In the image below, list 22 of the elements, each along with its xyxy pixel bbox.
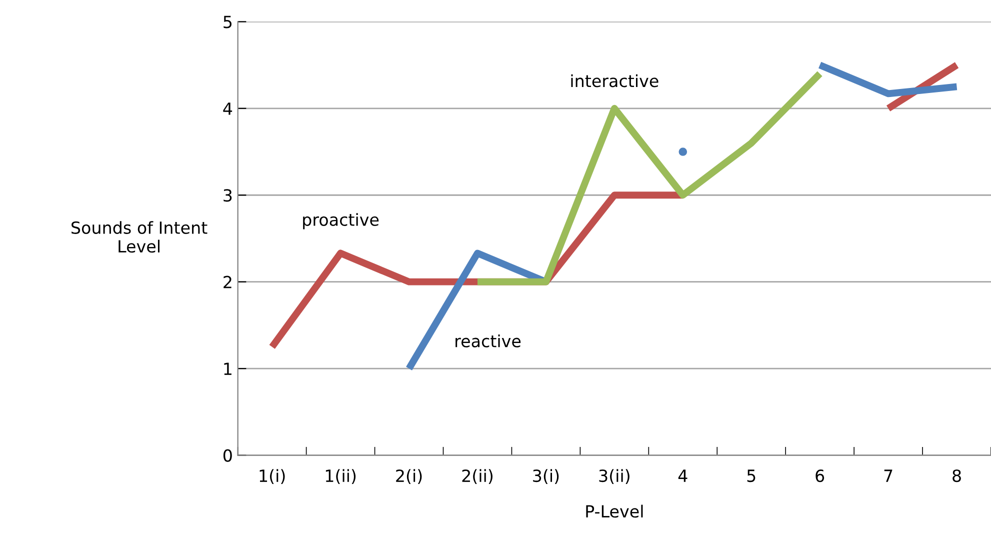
x-tick-label: 4: [678, 470, 688, 482]
y-tick-label: 3: [224, 189, 232, 202]
x-tick-label: 1(i): [260, 469, 285, 484]
x-tick-label: 6: [816, 469, 824, 482]
y-tick-label: 0: [223, 449, 232, 462]
x-tick-label: 7: [884, 470, 892, 482]
y-tick-label: 5: [224, 16, 232, 28]
x-tick-label: 1(ii): [326, 469, 356, 484]
x-axis-title: P-Level: [586, 504, 643, 518]
x-tick-label: 8: [952, 469, 961, 482]
x-tick-label: 2(ii): [462, 469, 492, 484]
x-tick-label: 5: [747, 470, 756, 482]
y-axis-title: Sounds of Intent Level: [72, 221, 208, 253]
series-label: reactive: [456, 334, 521, 348]
x-tick-label: 3(ii): [599, 469, 630, 484]
y-tick-label: 4: [223, 102, 232, 115]
y-tick-label: 2: [224, 276, 232, 288]
series-label: interactive: [571, 74, 658, 88]
y-tick-label: 1: [224, 362, 232, 375]
series-label: proactive: [303, 213, 379, 230]
x-tick-label: 2(i): [396, 469, 422, 484]
x-tick-label: 3(i): [533, 469, 559, 484]
